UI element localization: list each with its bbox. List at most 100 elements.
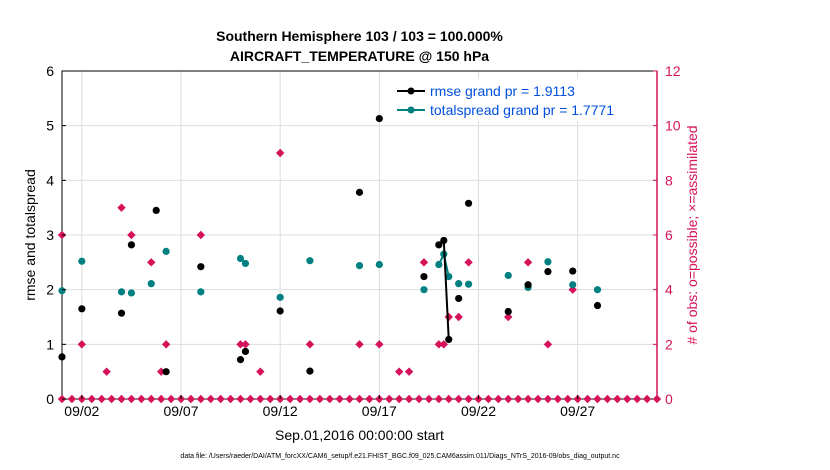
obs-count-marker bbox=[117, 203, 126, 212]
totalspread-point bbox=[593, 286, 602, 294]
rmse-point bbox=[420, 272, 428, 281]
obs-zero-marker bbox=[424, 394, 434, 404]
legend-totalspread-label: totalspread grand pr = 1.7771 bbox=[430, 102, 614, 118]
obs-zero-marker bbox=[464, 394, 473, 404]
obs-count-marker bbox=[394, 367, 404, 376]
obs-zero-marker bbox=[632, 394, 642, 404]
y-right-tick-label: 12 bbox=[665, 63, 681, 79]
x-tick-label: 09/17 bbox=[362, 403, 397, 419]
y-right-tick-label: 6 bbox=[665, 227, 673, 243]
x-tick-label: 09/02 bbox=[64, 403, 99, 419]
obs-zero-marker bbox=[315, 394, 325, 404]
totalspread-point bbox=[445, 272, 453, 281]
obs-zero-marker bbox=[563, 394, 572, 404]
obs-zero-marker bbox=[603, 394, 612, 404]
obs-zero-marker bbox=[107, 394, 116, 404]
obs-zero-marker bbox=[166, 394, 176, 404]
totalspread-point bbox=[147, 280, 155, 288]
obs-zero-marker bbox=[236, 394, 245, 404]
rmse-point bbox=[504, 307, 512, 316]
obs-count-marker bbox=[275, 148, 285, 158]
y-left-tick-label: 5 bbox=[46, 118, 54, 134]
obs-zero-marker bbox=[434, 394, 444, 404]
y-left-tick-label: 1 bbox=[46, 336, 54, 352]
obs-zero-marker bbox=[523, 394, 533, 404]
obs-zero-marker bbox=[335, 394, 344, 404]
legend-rmse-marker bbox=[407, 87, 415, 95]
obs-count-marker bbox=[196, 230, 206, 240]
obs-zero-marker bbox=[117, 394, 126, 404]
obs-zero-marker bbox=[454, 394, 463, 404]
obs-count-marker bbox=[543, 340, 553, 349]
obs-zero-marker bbox=[623, 394, 632, 404]
obs-zero-marker bbox=[305, 394, 315, 404]
obs-count-marker bbox=[419, 258, 429, 267]
rmse-point bbox=[152, 206, 160, 214]
obs-zero-marker bbox=[137, 394, 146, 404]
obs-count-marker bbox=[305, 340, 315, 349]
rmse-point bbox=[58, 353, 66, 361]
x-axis-label: Sep.01,2016 00:00:00 start bbox=[275, 427, 444, 443]
obs-zero-marker bbox=[206, 394, 215, 404]
totalspread-point bbox=[504, 271, 512, 280]
y-left-tick-label: 4 bbox=[46, 172, 54, 188]
obs-count-marker bbox=[464, 258, 473, 267]
obs-zero-marker bbox=[355, 394, 364, 404]
totalspread-point bbox=[375, 260, 383, 269]
obs-zero-marker bbox=[593, 394, 602, 404]
totalspread-point bbox=[420, 286, 428, 294]
obs-count-marker bbox=[102, 367, 111, 376]
obs-zero-marker bbox=[186, 394, 196, 404]
x-tick-label: 09/27 bbox=[560, 403, 595, 419]
obs-zero-marker bbox=[414, 394, 424, 404]
obs-count-marker bbox=[256, 367, 265, 376]
y-right-tick-label: 8 bbox=[665, 172, 673, 188]
obs-zero-marker bbox=[67, 394, 77, 404]
totalspread-point bbox=[306, 257, 314, 265]
legend-rmse-label: rmse grand pr = 1.9113 bbox=[430, 83, 575, 99]
totalspread-point bbox=[544, 258, 552, 266]
obs-zero-marker bbox=[226, 394, 235, 404]
obs-count-marker bbox=[454, 312, 463, 322]
x-tick-label: 09/22 bbox=[461, 403, 496, 419]
obs-count-marker bbox=[523, 258, 533, 267]
obs-count-marker bbox=[439, 340, 448, 349]
rmse-point bbox=[375, 114, 383, 123]
totalspread-point bbox=[276, 293, 284, 301]
obs-zero-marker bbox=[394, 394, 404, 404]
legend: rmse grand pr = 1.9113 totalspread grand… bbox=[392, 79, 644, 121]
obs-count-marker bbox=[127, 230, 136, 240]
rmse-point bbox=[569, 267, 577, 275]
totalspread-point bbox=[117, 288, 126, 296]
y-left-tick-label: 6 bbox=[46, 63, 54, 79]
rmse-point bbox=[464, 199, 473, 207]
x-tick-label: 09/07 bbox=[163, 403, 198, 419]
rmse-point bbox=[162, 368, 170, 376]
obs-zero-marker bbox=[196, 394, 206, 404]
obs-zero-marker bbox=[583, 394, 592, 404]
totalspread-point bbox=[127, 289, 136, 297]
y-axis-right-label: # of obs: o=possible; ×=assimilated bbox=[684, 125, 700, 344]
obs-zero-marker bbox=[127, 394, 136, 404]
obs-count-marker bbox=[434, 340, 444, 349]
rmse-point bbox=[455, 294, 463, 303]
obs-zero-marker bbox=[365, 394, 374, 404]
obs-zero-marker bbox=[216, 394, 225, 404]
totalspread-point bbox=[569, 281, 577, 289]
totalspread-point bbox=[236, 254, 245, 263]
x-tick-label: 09/12 bbox=[263, 403, 298, 419]
chart-title-line1: Southern Hemisphere 103 / 103 = 100.000% bbox=[216, 28, 503, 44]
obs-zero-marker bbox=[513, 394, 523, 404]
obs-zero-marker bbox=[494, 394, 503, 404]
rmse-point bbox=[355, 188, 364, 196]
obs-count-marker bbox=[504, 312, 513, 322]
obs-zero-marker bbox=[156, 394, 166, 404]
legend-totalspread-marker bbox=[407, 106, 415, 114]
obs-zero-marker bbox=[97, 394, 106, 404]
obs-count-marker bbox=[147, 258, 156, 267]
obs-count-marker bbox=[77, 340, 87, 349]
rmse-point bbox=[440, 236, 448, 245]
obs-zero-marker bbox=[504, 394, 513, 404]
chart-title-line2: AIRCRAFT_TEMPERATURE @ 150 hPa bbox=[230, 48, 489, 64]
rmse-point bbox=[306, 367, 314, 375]
